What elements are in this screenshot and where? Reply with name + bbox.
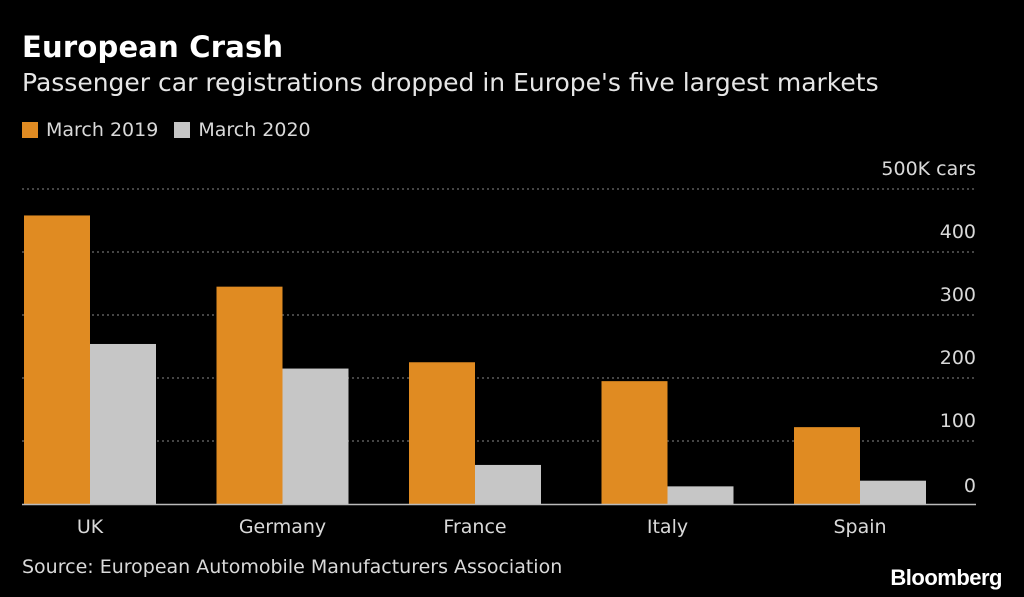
- y-tick-label-100: 100: [940, 410, 976, 432]
- bloomberg-logo: Bloomberg: [890, 565, 1002, 590]
- y-tick-label-300: 300: [940, 284, 976, 306]
- x-tick-label-italy: Italy: [647, 516, 688, 538]
- y-tick-label-400: 400: [940, 221, 976, 243]
- bar-italy-march-2019: [601, 381, 668, 504]
- y-tick-label-0: 0: [964, 475, 976, 497]
- bar-germany-march-2020: [282, 368, 349, 504]
- bar-spain-march-2019: [794, 427, 860, 504]
- chart-subtitle: Passenger car registrations dropped in E…: [22, 68, 879, 97]
- bar-spain-march-2020: [860, 480, 926, 504]
- bar-uk-march-2020: [90, 343, 156, 504]
- bar-france-march-2020: [475, 464, 541, 504]
- x-tick-label-france: France: [443, 516, 506, 538]
- x-tick-label-spain: Spain: [833, 516, 886, 538]
- bar-uk-march-2019: [24, 215, 90, 504]
- legend-item-march-2020: March 2020: [174, 119, 311, 141]
- legend-item-march-2019: March 2019: [22, 119, 158, 141]
- y-tick-label-200: 200: [940, 347, 976, 369]
- chart-title: European Crash: [22, 30, 284, 64]
- legend-label-march-2020: March 2020: [198, 119, 311, 141]
- y-tick-label-500: 500K cars: [881, 158, 976, 180]
- legend-swatch-march-2020: [174, 122, 191, 138]
- x-tick-label-uk: UK: [77, 516, 104, 538]
- x-tick-label-germany: Germany: [239, 516, 326, 538]
- bar-italy-march-2020: [667, 486, 734, 504]
- bar-france-march-2019: [409, 362, 475, 504]
- legend-label-march-2019: March 2019: [46, 119, 159, 141]
- legend-swatch-march-2019: [22, 122, 38, 138]
- chart-legend: March 2019 March 2020: [22, 119, 327, 141]
- source-note: Source: European Automobile Manufacturer…: [22, 556, 563, 578]
- bar-germany-march-2019: [216, 286, 283, 504]
